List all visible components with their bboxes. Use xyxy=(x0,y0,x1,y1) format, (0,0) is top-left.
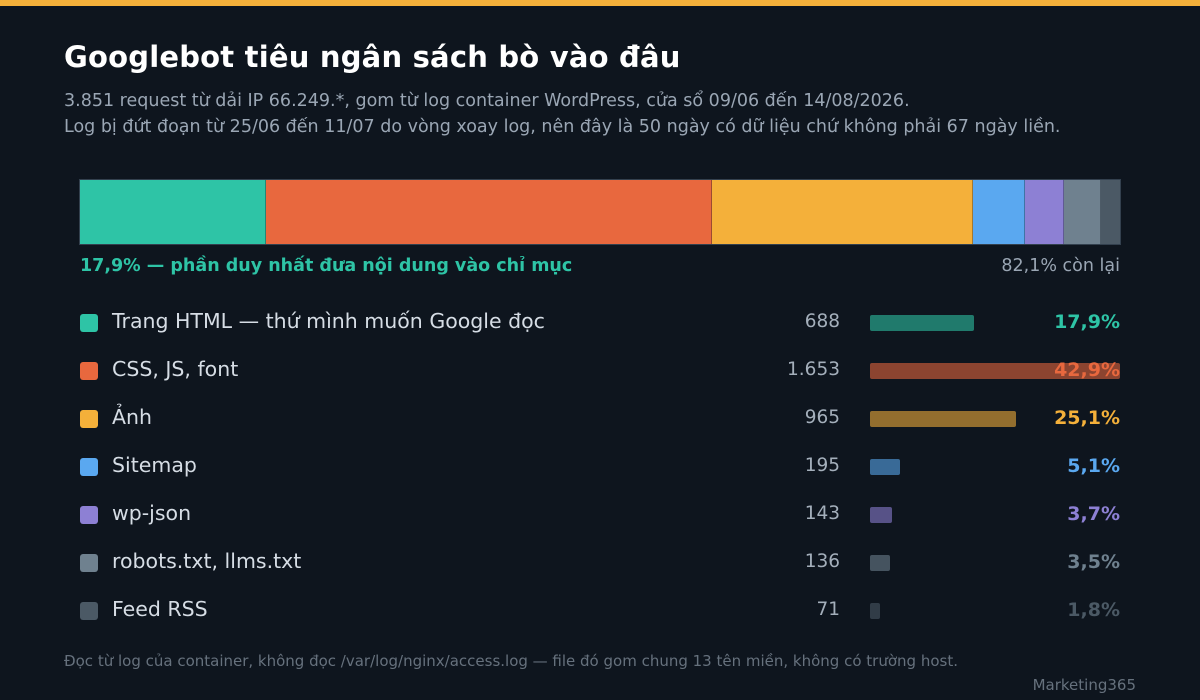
category-label: robots.txt, llms.txt xyxy=(112,549,302,573)
brand-credit: Marketing365 xyxy=(1032,676,1136,694)
subtitle-line-2: Log bị đứt đoạn từ 25/06 đến 11/07 do vò… xyxy=(64,117,1061,137)
stack-segment-3 xyxy=(972,180,1026,244)
legend-swatch xyxy=(80,314,98,332)
share-percent: 3,7% xyxy=(1067,503,1120,525)
share-mini-bar xyxy=(870,315,975,331)
request-count: 1.653 xyxy=(787,359,840,380)
stack-segment-1 xyxy=(265,180,713,244)
share-mini-bar xyxy=(870,555,891,571)
stack-segment-5 xyxy=(1064,180,1101,244)
legend-swatch xyxy=(80,410,98,428)
category-row: Ảnh 965 25,1% xyxy=(80,395,1120,443)
share-mini-bar xyxy=(870,459,900,475)
request-count: 71 xyxy=(816,599,840,620)
chart-subtitle: 3.851 request từ dải IP 66.249.*, gom từ… xyxy=(64,88,1164,140)
request-count: 136 xyxy=(804,551,840,572)
category-label: Ảnh xyxy=(112,405,153,429)
category-label: CSS, JS, font xyxy=(112,357,239,381)
category-label: wp-json xyxy=(112,501,192,525)
share-mini-bar xyxy=(870,363,1120,379)
legend-swatch xyxy=(80,506,98,524)
request-count: 965 xyxy=(804,407,840,428)
share-percent: 1,8% xyxy=(1067,599,1120,621)
category-breakdown-list: Trang HTML — thứ mình muốn Google đọc 688… xyxy=(80,299,1120,635)
category-row: Feed RSS 71 1,8% xyxy=(80,587,1120,635)
remaining-share-summary: 82,1% còn lại xyxy=(1001,256,1120,276)
request-count: 143 xyxy=(804,503,840,524)
share-percent: 42,9% xyxy=(1054,359,1120,381)
share-percent: 5,1% xyxy=(1067,455,1120,477)
share-percent: 25,1% xyxy=(1054,407,1120,429)
category-row: Sitemap 195 5,1% xyxy=(80,443,1120,491)
category-label: Feed RSS xyxy=(112,597,208,621)
stack-segment-2 xyxy=(712,180,973,244)
share-mini-bar xyxy=(870,411,1017,427)
legend-swatch xyxy=(80,602,98,620)
legend-swatch xyxy=(80,554,98,572)
share-mini-bar xyxy=(870,507,892,523)
share-percent: 17,9% xyxy=(1054,311,1120,333)
legend-swatch xyxy=(80,362,98,380)
legend-swatch xyxy=(80,458,98,476)
request-count: 688 xyxy=(804,311,840,332)
category-label: Sitemap xyxy=(112,453,197,477)
subtitle-line-1: 3.851 request từ dải IP 66.249.*, gom từ… xyxy=(64,91,910,111)
category-row: Trang HTML — thứ mình muốn Google đọc 688… xyxy=(80,299,1120,347)
footer-note: Đọc từ log của container, không đọc /var… xyxy=(64,652,958,670)
stack-segment-4 xyxy=(1025,180,1065,244)
stack-segment-6 xyxy=(1100,180,1120,244)
top-accent-bar xyxy=(0,0,1200,6)
category-label: Trang HTML — thứ mình muốn Google đọc xyxy=(112,309,545,333)
chart-title: Googlebot tiêu ngân sách bò vào đâu xyxy=(64,40,681,74)
stacked-share-bar xyxy=(79,179,1121,245)
indexed-share-summary: 17,9% — phần duy nhất đưa nội dung vào c… xyxy=(80,256,573,276)
request-count: 195 xyxy=(804,455,840,476)
stack-segment-0 xyxy=(80,180,266,244)
category-row: robots.txt, llms.txt 136 3,5% xyxy=(80,539,1120,587)
share-percent: 3,5% xyxy=(1067,551,1120,573)
category-row: CSS, JS, font 1.653 42,9% xyxy=(80,347,1120,395)
category-row: wp-json 143 3,7% xyxy=(80,491,1120,539)
share-mini-bar xyxy=(870,603,881,619)
